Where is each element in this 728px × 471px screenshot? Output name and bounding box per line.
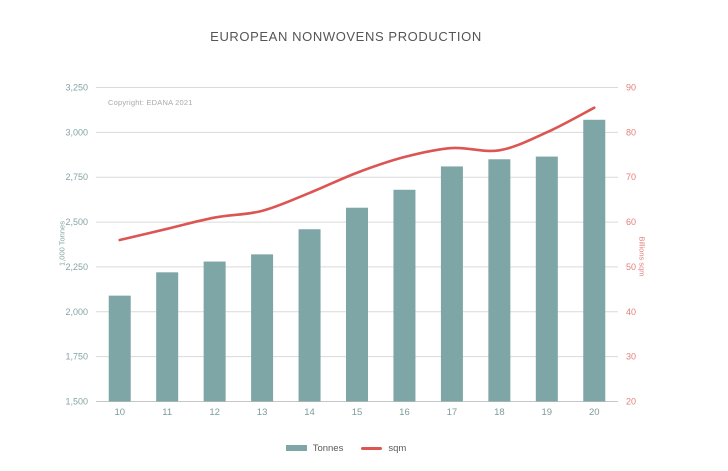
tonnes-legend-label: Tonnes <box>312 442 344 454</box>
chart-title: EUROPEAN NONWOVENS PRODUCTION <box>210 29 482 44</box>
x-axis-tick-label: 19 <box>542 407 553 418</box>
x-axis-tick-label: 20 <box>589 407 600 418</box>
bar-14 <box>298 229 321 402</box>
right-axis-tick-label: 70 <box>626 172 636 182</box>
x-axis-tick-label: 13 <box>257 407 268 418</box>
tonnes-legend-swatch <box>285 445 307 451</box>
right-axis-tick-label: 50 <box>626 262 636 272</box>
x-axis-tick-label: 10 <box>114 407 125 418</box>
x-axis-tick-label: 14 <box>304 407 315 418</box>
left-axis-tick-label: 3,000 <box>65 127 88 137</box>
copyright-note: Copyright: EDANA 2021 <box>108 98 193 107</box>
right-axis-tick-label: 60 <box>626 217 636 227</box>
x-axis-tick-label: 16 <box>399 407 410 418</box>
x-axis-tick-label: 12 <box>209 407 220 418</box>
x-axis-tick-label: 15 <box>352 407 363 418</box>
bar-17 <box>440 166 463 402</box>
x-axis-tick-label: 18 <box>494 407 505 418</box>
right-axis-tick-label: 80 <box>626 127 636 137</box>
bar-15 <box>346 207 368 402</box>
sqm-legend-swatch <box>361 446 383 450</box>
x-axis-tick-label: 17 <box>447 407 458 418</box>
left-axis-tick-label: 3,250 <box>65 83 88 93</box>
bar-12 <box>203 261 226 402</box>
bar-19 <box>535 156 558 402</box>
left-axis-tick-label: 2,750 <box>65 172 88 182</box>
right-axis-tick-label: 40 <box>626 307 636 317</box>
right-axis-tick-label: 30 <box>626 352 636 362</box>
left-axis-tick-label: 1,750 <box>65 352 88 362</box>
right-axis-tick-label: 90 <box>626 83 636 93</box>
bar-16 <box>393 189 416 402</box>
x-axis-tick-label: 11 <box>162 407 172 418</box>
bar-13 <box>251 254 274 402</box>
left-axis-tick-label: 1,500 <box>65 397 88 407</box>
sqm-line <box>118 106 596 242</box>
left-axis-tick-label: 2,500 <box>65 217 88 227</box>
left-axis-tick-label: 2,000 <box>65 307 88 317</box>
right-axis-tick-label: 20 <box>626 397 636 407</box>
bar-20 <box>583 119 606 402</box>
bar-18 <box>488 159 511 402</box>
bar-10 <box>108 295 131 402</box>
left-axis-tick-label: 2,250 <box>65 262 88 272</box>
bar-11 <box>156 272 179 402</box>
sqm-legend-label: sqm <box>388 442 407 454</box>
legend: Tonnes sqm <box>0 441 692 455</box>
